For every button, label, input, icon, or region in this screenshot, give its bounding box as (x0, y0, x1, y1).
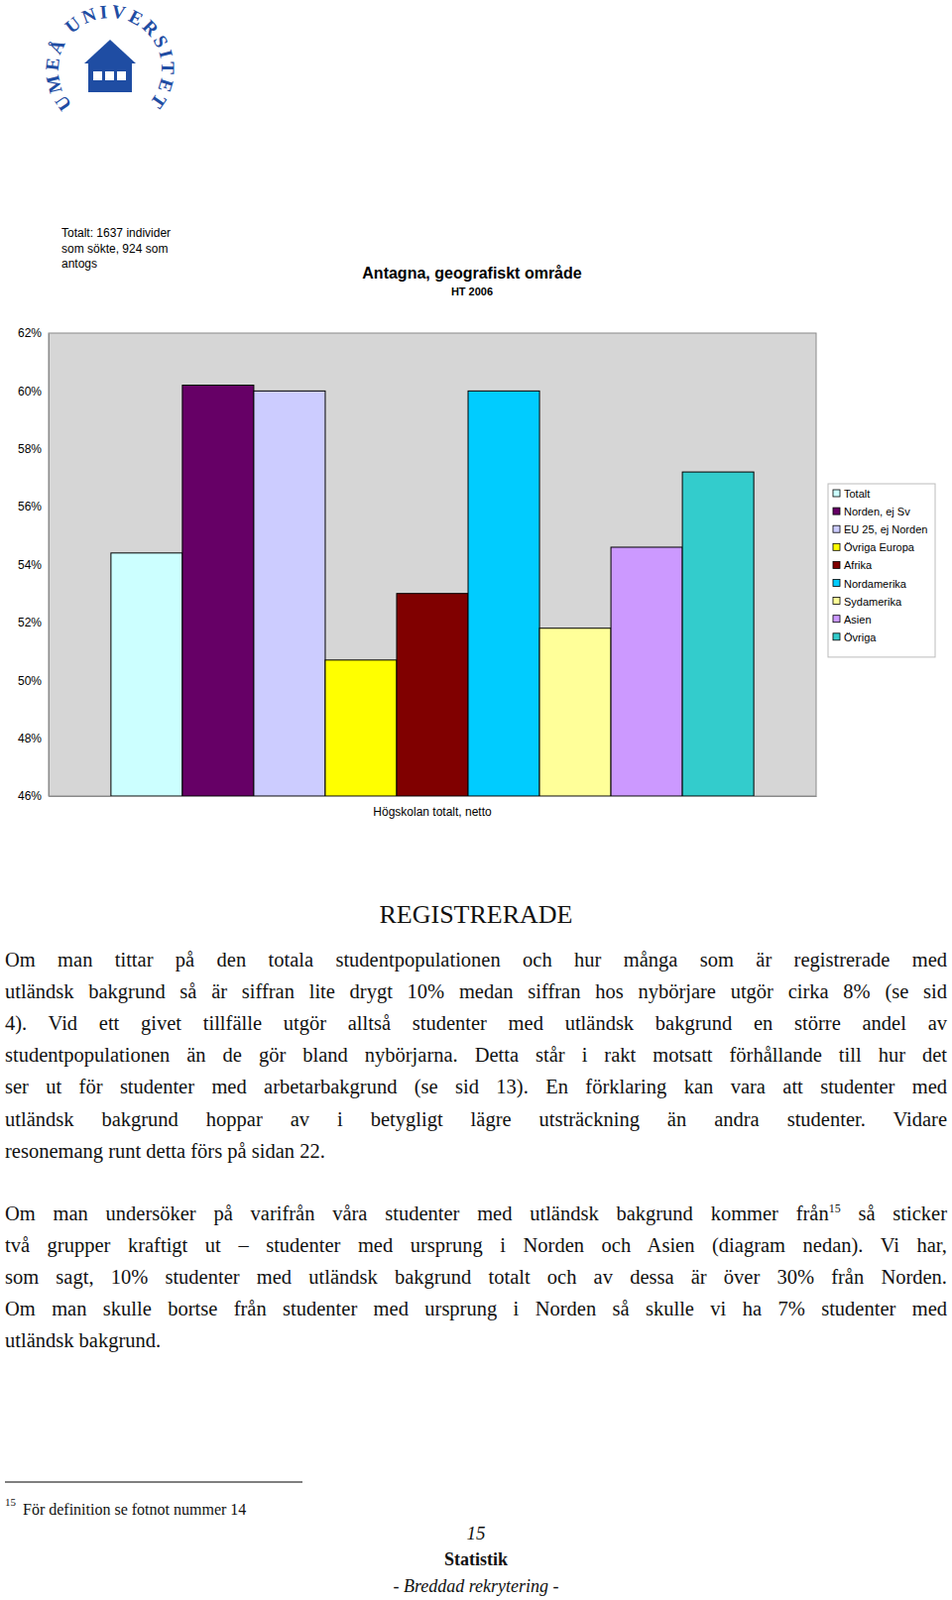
x-axis-line (49, 796, 818, 798)
logo-window (93, 71, 103, 81)
chart-note: antogs (61, 256, 98, 271)
footnote-rule (4, 1482, 303, 1484)
paragraph-line: resonemang runt detta förs på sidan 22. (4, 1135, 948, 1168)
paragraph-line: två grupper kraftigt ut – studenter med … (4, 1229, 948, 1262)
bar (539, 628, 611, 797)
footer-subtitle: - Breddad rekrytering - (392, 1576, 559, 1597)
legend-box (828, 483, 936, 658)
logo-window (105, 71, 115, 81)
bars (111, 385, 754, 797)
y-tick-label: 52% (17, 615, 42, 630)
logo-house (84, 39, 136, 93)
y-tick-label: 58% (17, 442, 42, 457)
logo-window (117, 71, 126, 81)
legend-swatch (833, 597, 840, 605)
y-tick-label: 56% (17, 499, 42, 514)
paragraph-line: som sagt, 10% studenter med utländsk bak… (4, 1261, 948, 1294)
x-axis: Högskolan totalt, netto (49, 796, 818, 820)
y-axis: 46% 48% 50% 52% 54% 56% 58% 60% 62% (17, 326, 50, 804)
y-tick-label: 62% (17, 326, 42, 341)
legend-swatch (833, 633, 840, 641)
footnote-ref: 15 (829, 1201, 841, 1216)
y-tick: 58% (17, 442, 49, 457)
bar (396, 594, 469, 797)
footer-section: Statistik (444, 1549, 508, 1570)
legend-swatch (833, 543, 840, 551)
paragraph-line: Om man tittar på den totala studentpopul… (4, 944, 948, 976)
paragraph-line: Om man undersöker på varifrån våra stude… (4, 1197, 948, 1230)
page: UMEÅ UNIVERSITETTotalt: 1637 individerso… (0, 0, 952, 1600)
x-tick-label: Högskolan totalt, netto (372, 805, 492, 820)
legend-swatch (833, 489, 840, 497)
y-tick-label: 54% (17, 558, 42, 573)
bar (253, 390, 326, 797)
logo: UMEÅ UNIVERSITET (40, 0, 179, 116)
legend-swatch (833, 580, 840, 588)
logo-text: UMEÅ UNIVERSITET (40, 0, 179, 116)
paragraph-line: utländsk bakgrund hoppar av i betygligt … (4, 1103, 948, 1136)
bar (111, 553, 183, 797)
paragraph-line: studentpopulationen än de gör bland nybö… (4, 1039, 948, 1071)
page-number: 15 (467, 1523, 486, 1545)
logo-wall (88, 62, 132, 93)
logo-roof (84, 39, 136, 64)
y-tick-label: 46% (17, 789, 42, 804)
paragraph-line: Om man skulle bortse från studenter med … (4, 1293, 948, 1325)
paragraph-line: 4). Vid ett givet tillfälle utgör alltså… (4, 1007, 948, 1040)
bar (682, 472, 754, 797)
heading: REGISTRERADE (379, 900, 574, 930)
chart-note: som sökte, 924 som (61, 241, 168, 256)
y-tick-label: 60% (17, 384, 42, 399)
y-tick: 56% (17, 499, 49, 514)
chart-note: Totalt: 1637 individer (61, 226, 171, 240)
bar (325, 660, 397, 797)
legend-label: Totalt (843, 487, 870, 500)
legend-swatch (833, 561, 840, 569)
text-span: så sticker (840, 1202, 948, 1225)
legend-label: EU 25, ej Norden (843, 523, 928, 536)
plot-area (48, 333, 817, 797)
footnote-text: För definition se fotnot nummer 14 (22, 1501, 246, 1519)
legend-swatch (833, 615, 840, 623)
y-axis-line (48, 334, 50, 798)
chart-subtitle: HT 2006 (451, 285, 493, 298)
legend-label: Sydamerika (843, 595, 903, 608)
y-tick: 46% (17, 789, 49, 804)
paragraph-line: utländsk bakgrund så är siffran lite dry… (4, 975, 948, 1008)
y-tick-label: 48% (17, 731, 42, 746)
chart-title: Antagna, geografiskt område (361, 264, 582, 282)
text-span: Om man undersöker på varifrån våra stude… (4, 1202, 830, 1225)
y-tick: 54% (17, 558, 49, 573)
bar (468, 390, 540, 797)
legend-label: Norden, ej Sv (843, 505, 911, 518)
y-tick-label: 50% (17, 674, 42, 689)
y-tick: 52% (17, 615, 49, 630)
y-tick: 48% (17, 731, 49, 746)
bar (182, 385, 254, 797)
legend-label: Nordamerika (843, 578, 908, 591)
bar (610, 547, 683, 797)
paragraph-line: ser ut för studenter med arbetarbakgrund… (4, 1071, 948, 1103)
legend-swatch (833, 525, 840, 533)
legend-label: Övriga (843, 631, 877, 644)
legend-label: Afrika (843, 559, 873, 572)
legend-label: Övriga Europa (843, 541, 916, 554)
y-tick: 62% (17, 326, 49, 341)
legend-label: Asien (843, 613, 872, 626)
legend-swatch (833, 507, 840, 515)
y-tick: 50% (17, 674, 49, 689)
paragraph-line: utländsk bakgrund. (4, 1324, 948, 1357)
x-tick: Högskolan totalt, netto (372, 796, 492, 820)
y-tick: 60% (17, 384, 49, 399)
legend: Totalt Norden, ej Sv EU 25, ej Norden Övrig… (828, 483, 936, 658)
footnote-number: 15 (4, 1496, 17, 1509)
